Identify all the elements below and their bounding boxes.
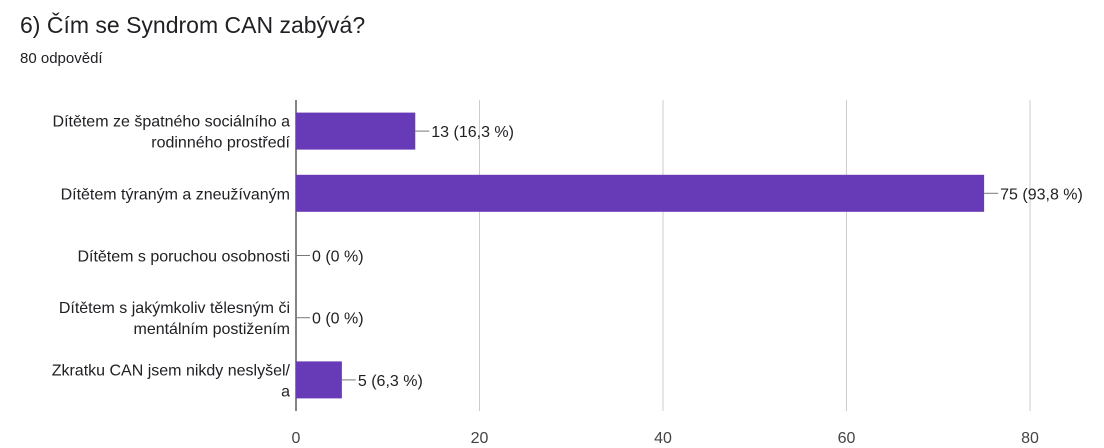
category-label: Dítětem s poruchou osobnosti (77, 249, 290, 266)
category-label: Dítětem ze špatného sociálního a (53, 114, 291, 131)
category-label: rodinného prostředí (151, 135, 290, 152)
category-label: Zkratku CAN jsem nikdy neslyšel/ (52, 362, 291, 379)
bar (296, 361, 342, 398)
x-tick-label: 80 (1021, 430, 1039, 447)
data-label: 5 (6,3 %) (358, 373, 423, 390)
x-tick-label: 0 (292, 430, 301, 447)
data-label: 0 (0 %) (312, 311, 364, 328)
x-tick-label: 40 (654, 430, 672, 447)
data-label: 0 (0 %) (312, 249, 364, 266)
bar (296, 175, 984, 212)
x-tick-label: 20 (471, 430, 489, 447)
data-label: 75 (93,8 %) (1000, 186, 1083, 203)
category-label: mentálním postižením (133, 321, 290, 338)
category-label: Dítětem týraným a zneužívaným (61, 186, 290, 203)
data-label: 13 (16,3 %) (431, 124, 514, 141)
category-label: Dítětem s jakýmkoliv tělesným či (59, 300, 290, 317)
x-tick-label: 60 (838, 430, 856, 447)
category-label: a (281, 383, 290, 400)
bar (296, 113, 415, 150)
